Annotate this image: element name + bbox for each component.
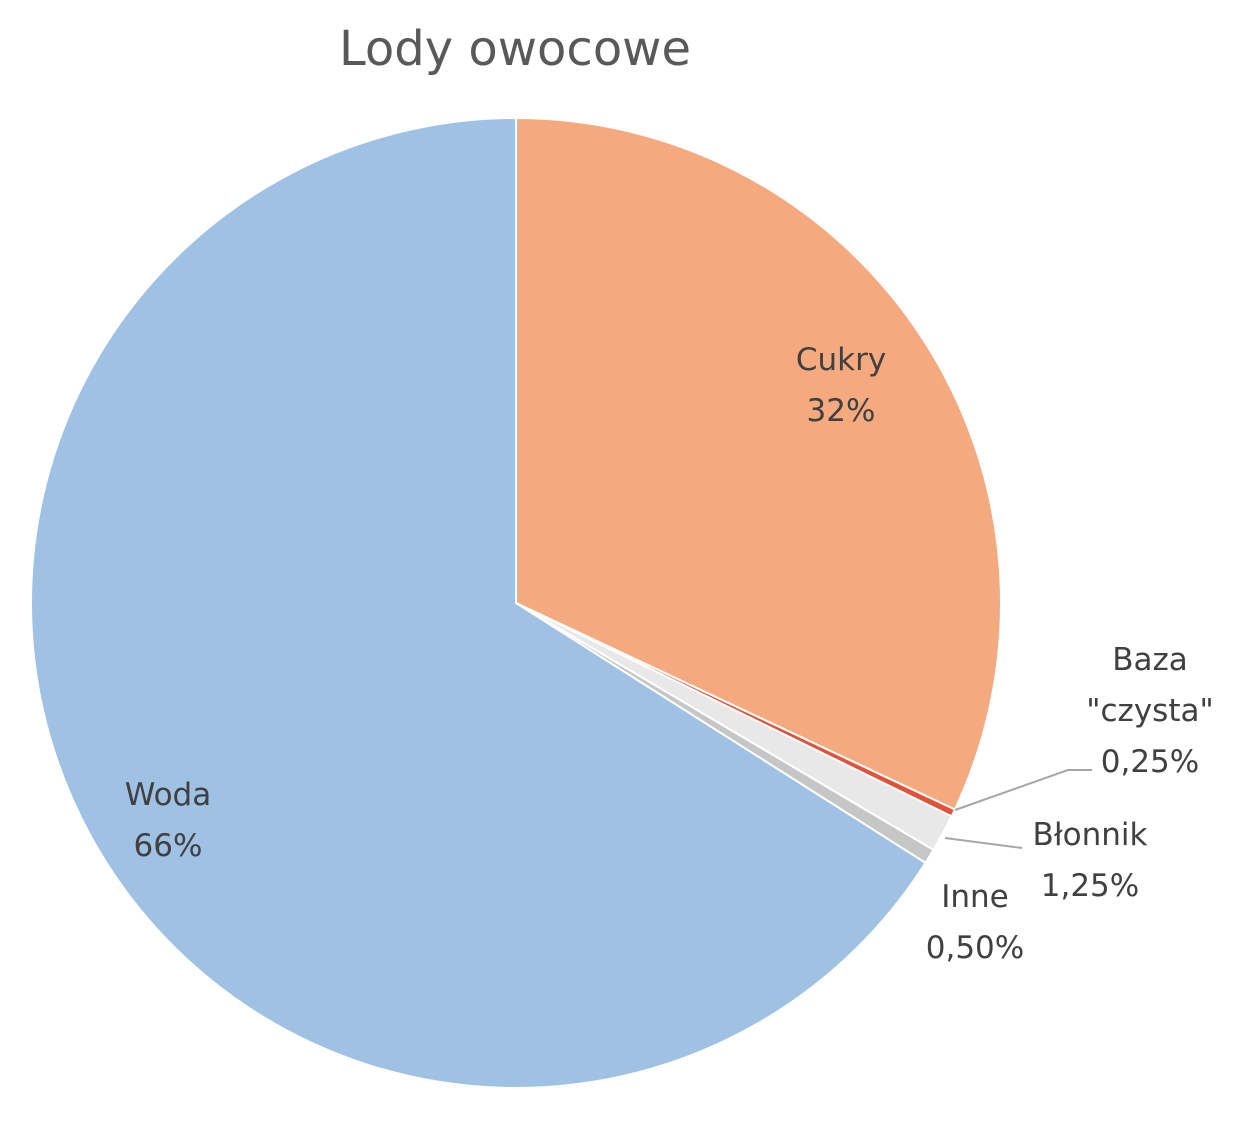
pie-slice	[515, 116, 1002, 811]
label-value: 66%	[133, 828, 203, 864]
leader-line	[944, 837, 1023, 849]
leader-line	[954, 769, 1092, 811]
label-name: Inne	[941, 879, 1009, 915]
label-value: 32%	[806, 393, 876, 429]
data-label: Błonnik 1,25%	[1000, 810, 1180, 912]
chart-title: Lody owocowe	[339, 21, 691, 77]
label-value: 0,50%	[925, 930, 1025, 966]
label-name: Woda	[124, 777, 212, 813]
label-name: Baza "czysta"	[1086, 642, 1214, 729]
label-name: Cukry	[795, 342, 887, 378]
data-label: Baza "czysta" 0,25%	[1075, 635, 1225, 788]
label-value: 1,25%	[1040, 868, 1140, 904]
data-label: Cukry 32%	[751, 335, 931, 437]
data-label: Inne 0,50%	[885, 872, 1065, 974]
label-value: 0,25%	[1100, 744, 1200, 780]
label-name: Błonnik	[1032, 817, 1148, 853]
slices	[30, 116, 1002, 1089]
pie-slice	[30, 116, 927, 1089]
data-label: Woda 66%	[78, 770, 258, 872]
